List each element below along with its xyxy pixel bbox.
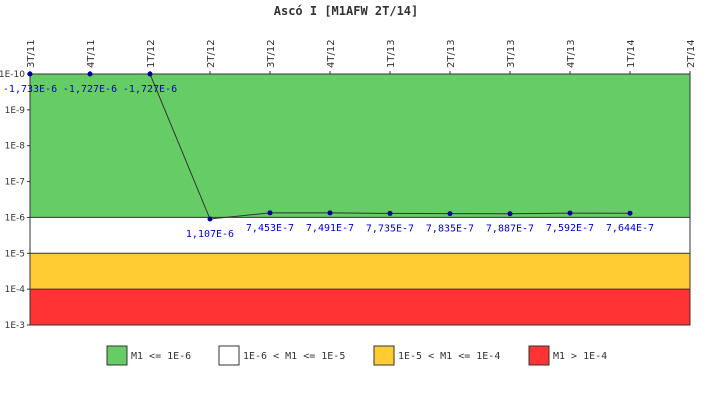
y-axis-ticks: 1E-10 1E-9 1E-8 1E-7 1E-6 1E-5 1E-4 1E-3 xyxy=(0,70,30,331)
data-point-5 xyxy=(327,210,333,216)
data-point-9 xyxy=(567,210,573,216)
x-tick-label-7: 2T/13 xyxy=(446,39,457,68)
y-tick-label-3: 1E-7 xyxy=(5,178,25,188)
y-tick-label-4: 1E-6 xyxy=(5,213,26,223)
data-point-1 xyxy=(87,71,93,77)
data-label-5: 7,491E-7 xyxy=(306,223,354,234)
data-point-7 xyxy=(447,211,453,217)
legend-label-2: 1E-5 < M1 <= 1E-4 xyxy=(398,351,500,362)
band-1 xyxy=(30,217,690,254)
legend-swatch-0 xyxy=(106,345,128,366)
data-point-0 xyxy=(27,71,33,77)
legend-swatch-2 xyxy=(373,345,395,366)
legend: M1 <= 1E-6 1E-6 < M1 <= 1E-5 1E-5 < M1 <= … xyxy=(106,345,607,366)
x-tick-label-5: 4T/12 xyxy=(326,39,337,68)
series-layer xyxy=(27,71,633,222)
x-axis-ticks: 3T/11 4T/11 1T/12 2T/12 3T/12 4T/12 1T/13 2T/13… xyxy=(26,39,697,68)
plot-frame xyxy=(29,71,691,326)
x-tick-label-6: 1T/13 xyxy=(386,39,397,68)
band-0 xyxy=(30,74,690,218)
chart-title: Ascó I [M1AFW 2T/14] xyxy=(274,4,419,18)
x-tick-label-11: 2T/14 xyxy=(686,39,697,68)
data-point-2 xyxy=(147,71,153,77)
y-tick-label-2: 1E-8 xyxy=(5,142,26,152)
x-tick-label-3: 2T/12 xyxy=(206,39,217,68)
data-label-8: 7,887E-7 xyxy=(486,224,534,235)
legend-label-3: M1 > 1E-4 xyxy=(553,351,607,362)
data-label-2: -1,727E-6 xyxy=(123,84,177,95)
legend-swatch-1 xyxy=(218,345,240,366)
x-tick-label-4: 3T/12 xyxy=(266,39,277,68)
legend-label-1: 1E-6 < M1 <= 1E-5 xyxy=(243,351,345,362)
data-label-0: -1,733E-6 xyxy=(3,84,57,95)
x-tick-label-1: 4T/11 xyxy=(86,39,97,68)
data-point-8 xyxy=(507,211,513,217)
x-tick-label-0: 3T/11 xyxy=(26,39,37,68)
data-label-6: 7,735E-7 xyxy=(366,223,414,234)
y-tick-label-6: 1E-4 xyxy=(5,285,26,295)
data-point-3 xyxy=(207,216,213,222)
data-labels-layer: -1,733E-6 -1,727E-6 -1,727E-6 1,107E-6 7,453… xyxy=(3,84,654,240)
bands-layer xyxy=(30,74,690,325)
x-tick-label-10: 1T/14 xyxy=(626,39,637,68)
x-tick-label-9: 4T/13 xyxy=(566,39,577,68)
y-tick-label-7: 1E-3 xyxy=(5,321,25,331)
band-2 xyxy=(30,253,690,290)
data-label-9: 7,592E-7 xyxy=(546,223,594,234)
data-label-10: 7,644E-7 xyxy=(606,223,654,234)
y-tick-label-0: 1E-10 xyxy=(0,70,25,80)
legend-label-0: M1 <= 1E-6 xyxy=(131,351,191,362)
data-point-4 xyxy=(267,210,273,216)
x-tick-label-8: 3T/13 xyxy=(506,39,517,68)
band-3 xyxy=(30,289,690,325)
data-label-7: 7,835E-7 xyxy=(426,224,474,235)
data-label-1: -1,727E-6 xyxy=(63,84,117,95)
data-label-3: 1,107E-6 xyxy=(186,229,234,240)
data-point-10 xyxy=(627,210,633,216)
data-label-4: 7,453E-7 xyxy=(246,223,294,234)
x-tick-label-2: 1T/12 xyxy=(146,39,157,68)
data-point-6 xyxy=(387,210,393,216)
y-tick-label-1: 1E-9 xyxy=(5,106,26,116)
y-tick-label-5: 1E-5 xyxy=(5,249,25,259)
legend-swatch-3 xyxy=(528,345,550,366)
plot-border xyxy=(29,73,691,326)
